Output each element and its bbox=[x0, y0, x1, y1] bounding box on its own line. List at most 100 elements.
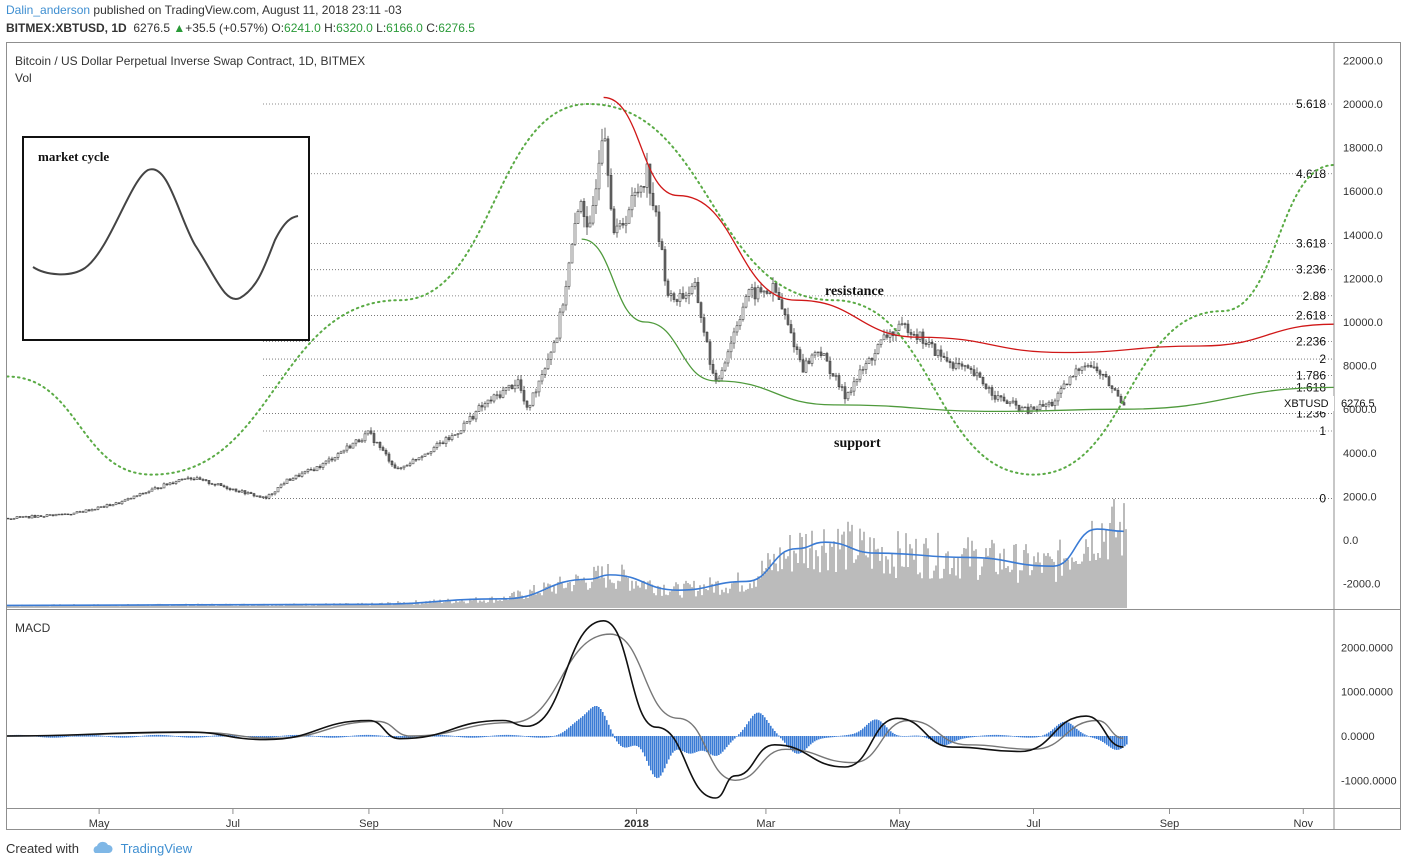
macd-histogram-bar bbox=[178, 736, 180, 737]
candle-body bbox=[429, 451, 433, 454]
candle-body bbox=[141, 493, 145, 495]
price-axis-tick: 0.0 bbox=[1343, 535, 1358, 547]
macd-histogram-bar bbox=[590, 708, 592, 737]
macd-histogram-bar bbox=[640, 736, 642, 750]
macd-histogram-bar bbox=[694, 736, 696, 753]
candle-body bbox=[822, 353, 826, 356]
candle-body bbox=[834, 375, 838, 377]
candle-body bbox=[684, 295, 688, 299]
candle-body bbox=[966, 365, 970, 369]
macd-histogram-bar bbox=[1124, 736, 1126, 747]
candle-body bbox=[7, 517, 10, 520]
candle-body bbox=[357, 439, 361, 443]
macd-histogram-bar bbox=[170, 735, 172, 737]
candle-body bbox=[711, 364, 715, 374]
macd-histogram-bar bbox=[674, 736, 676, 751]
candle-body bbox=[465, 421, 469, 424]
macd-histogram-bar bbox=[698, 736, 700, 752]
candle-body bbox=[513, 384, 517, 390]
candle-body bbox=[627, 209, 631, 224]
candle-body bbox=[636, 191, 640, 194]
macd-histogram-bar bbox=[376, 735, 378, 737]
candle-body bbox=[381, 447, 385, 451]
macd-histogram-bar bbox=[706, 736, 708, 753]
macd-histogram-bar bbox=[632, 736, 634, 746]
macd-histogram-bar bbox=[182, 736, 184, 738]
macd-histogram-bar bbox=[542, 736, 544, 738]
macd-histogram-bar bbox=[220, 735, 222, 737]
candle-body bbox=[156, 487, 160, 490]
candle-body bbox=[1071, 375, 1075, 378]
candle-body bbox=[54, 513, 58, 517]
candle-body bbox=[855, 378, 859, 383]
macd-histogram-bar bbox=[132, 736, 134, 738]
candle-body bbox=[351, 442, 355, 449]
macd-histogram-bar bbox=[282, 735, 284, 737]
macd-histogram-bar bbox=[670, 736, 672, 756]
macd-histogram-bar bbox=[276, 736, 278, 737]
candle-body bbox=[144, 492, 148, 494]
macd-histogram-bar bbox=[260, 736, 262, 738]
candle-body bbox=[780, 299, 784, 310]
macd-histogram-bar bbox=[76, 735, 78, 737]
candle-body bbox=[909, 332, 913, 335]
author-link[interactable]: Dalin_anderson bbox=[6, 3, 91, 17]
macd-histogram-bar bbox=[862, 728, 864, 737]
macd-histogram-bar bbox=[918, 735, 920, 737]
macd-histogram-bar bbox=[1060, 722, 1062, 737]
macd-histogram-bar bbox=[504, 734, 506, 737]
macd-histogram-bar bbox=[204, 736, 206, 738]
macd-histogram-bar bbox=[1000, 735, 1002, 737]
candle-body bbox=[288, 478, 292, 481]
macd-histogram-bar bbox=[294, 734, 296, 737]
macd-histogram-bar bbox=[356, 735, 358, 737]
candle-body bbox=[456, 433, 460, 435]
candle-body bbox=[783, 308, 787, 316]
candle-body bbox=[903, 323, 907, 325]
macd-histogram-bar bbox=[610, 729, 612, 737]
candle-body bbox=[615, 225, 619, 234]
candle-body bbox=[645, 163, 649, 188]
macd-histogram-bar bbox=[732, 736, 734, 741]
candle-body bbox=[411, 459, 415, 465]
candle-body bbox=[57, 513, 61, 516]
macd-histogram-bar bbox=[630, 736, 632, 747]
candle-body bbox=[576, 211, 580, 224]
macd-histogram-bar bbox=[188, 736, 190, 738]
candle-body bbox=[789, 324, 793, 334]
high-label: H: bbox=[324, 21, 337, 35]
macd-histogram-bar bbox=[360, 735, 362, 737]
macd-histogram-bar bbox=[548, 736, 550, 738]
macd-histogram-bar bbox=[764, 717, 766, 737]
macd-histogram-bar bbox=[658, 736, 660, 778]
macd-histogram-bar bbox=[1098, 736, 1100, 740]
candle-body bbox=[354, 439, 358, 444]
market-cycle-dotted-curve bbox=[7, 102, 1334, 476]
candle-body bbox=[183, 478, 187, 480]
macd-histogram-bar bbox=[754, 713, 756, 737]
close-label: C: bbox=[426, 21, 439, 35]
candle-body bbox=[162, 483, 166, 489]
macd-histogram-bar bbox=[832, 736, 834, 738]
macd-histogram-bar bbox=[696, 736, 698, 752]
candle-body bbox=[642, 186, 646, 188]
candle-body bbox=[285, 478, 289, 484]
candle-body bbox=[270, 493, 274, 496]
macd-histogram-bar bbox=[810, 736, 812, 745]
candle-body bbox=[447, 437, 451, 440]
macd-histogram-bar bbox=[106, 736, 108, 737]
tradingview-link[interactable]: TradingView bbox=[120, 841, 193, 856]
macd-histogram-bar bbox=[780, 736, 782, 739]
macd-histogram-bar bbox=[44, 736, 46, 738]
macd-histogram-bar bbox=[1126, 736, 1128, 745]
macd-histogram-bar bbox=[852, 733, 854, 737]
macd-histogram-bar bbox=[746, 724, 748, 737]
open-label: O: bbox=[271, 21, 285, 35]
candle-body bbox=[312, 469, 316, 472]
macd-histogram-bar bbox=[756, 712, 758, 737]
candle-body bbox=[579, 201, 583, 212]
macd-histogram-bar bbox=[992, 734, 994, 737]
candle-body bbox=[750, 287, 754, 290]
candle-body bbox=[648, 163, 652, 194]
